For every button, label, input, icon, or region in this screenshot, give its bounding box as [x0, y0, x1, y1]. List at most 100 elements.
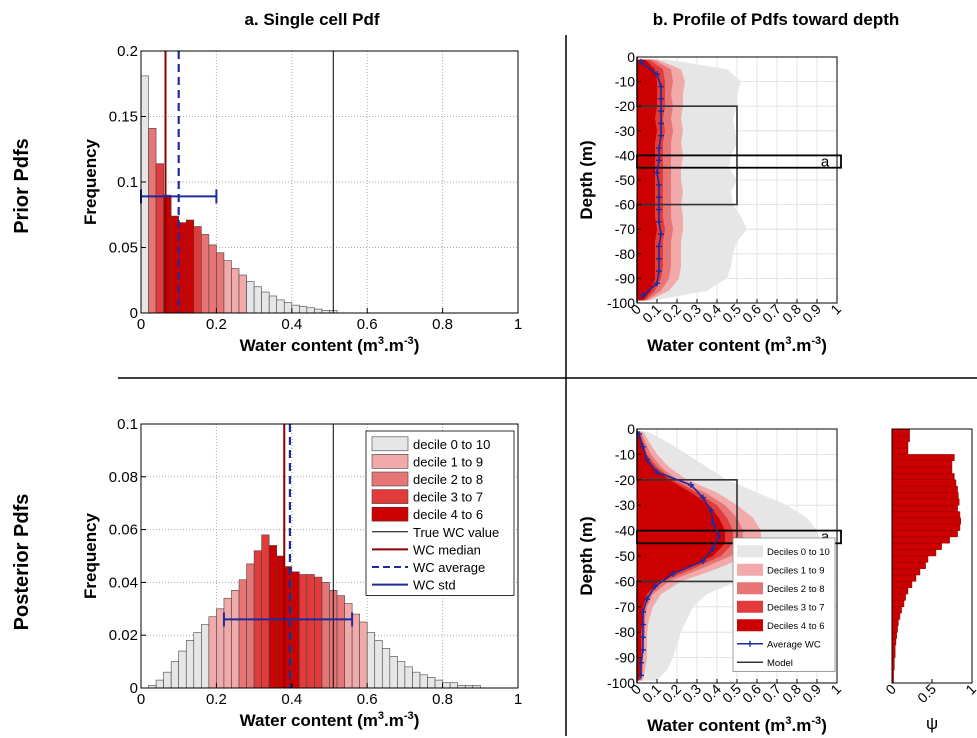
x-tick-label: 0.9 — [799, 681, 824, 706]
psi-bar — [891, 612, 901, 620]
psi-bar — [891, 606, 902, 614]
legend-label: decile 2 to 8 — [413, 472, 483, 487]
average-wc-marker — [644, 596, 650, 603]
histogram-bar — [246, 563, 255, 689]
y-tick-label: -10 — [615, 74, 635, 90]
y-axis-label: Frequency — [81, 138, 100, 225]
x-tick-label: 0 — [137, 691, 145, 708]
psi-bar — [891, 511, 961, 519]
psi-bar — [891, 549, 937, 557]
y-tick-label: -70 — [615, 221, 635, 237]
histogram-bar — [419, 674, 428, 689]
plot-frame — [140, 423, 519, 689]
average-wc-marker — [644, 456, 650, 463]
average-wc-marker — [656, 218, 662, 225]
posterior-profile-panel: a00.10.20.30.40.50.60.70.80.9 10-10-20-30… — [577, 421, 844, 735]
x-tick-label: 1 — [514, 316, 522, 333]
y-tick-label: 0.2 — [117, 43, 138, 60]
psi-bar — [891, 447, 909, 455]
histogram-bar — [170, 215, 180, 314]
histogram-bar — [404, 666, 413, 689]
psi-bar — [891, 536, 950, 544]
average-wc-marker — [716, 532, 722, 539]
histogram-bar — [155, 163, 164, 314]
average-wc-marker — [658, 231, 664, 238]
histogram-bar — [291, 571, 300, 689]
prior-profile-panel: a00.10.20.30.40.50.60.70.80.9 10-10-20-30… — [577, 49, 844, 355]
psi-bar — [891, 562, 926, 569]
psi-bar — [891, 587, 909, 595]
histogram-bar — [291, 304, 300, 314]
legend-marker — [747, 640, 753, 647]
y-tick-label: 0 — [627, 49, 635, 65]
psi-bar — [891, 517, 962, 525]
legend-swatch — [737, 600, 763, 613]
y-tick-label: 0.1 — [117, 416, 138, 433]
y-tick-label: 0.05 — [109, 240, 138, 257]
histogram-bar — [201, 624, 210, 689]
y-tick-label: -60 — [615, 573, 635, 589]
average-wc-marker — [656, 157, 662, 164]
psi-bar — [891, 454, 955, 461]
x-tick-label: 0 — [137, 316, 145, 333]
histogram-bar — [442, 682, 451, 689]
y-tick-label: -90 — [615, 270, 635, 286]
legend-label: True WC value — [413, 525, 499, 540]
histogram-bar — [231, 590, 240, 689]
histogram-bar — [216, 252, 225, 314]
cell-box-label: a — [821, 529, 830, 546]
x-tick-label: 0.6 — [357, 316, 378, 333]
histogram-bar — [374, 640, 383, 689]
histogram-bar — [336, 595, 345, 689]
average-wc-marker — [654, 280, 660, 287]
average-wc-marker — [640, 292, 646, 299]
histogram-bar — [434, 679, 443, 689]
average-wc-marker — [658, 108, 664, 115]
histogram-bar — [238, 579, 247, 689]
histogram-bar — [216, 608, 225, 689]
psi-bar — [891, 581, 913, 588]
x-tick-label: 0.8 — [432, 691, 453, 708]
histogram-bar — [314, 576, 323, 689]
y-tick-label: 0 — [130, 305, 138, 322]
histogram-bar — [185, 640, 195, 689]
psi-bar — [891, 498, 960, 506]
y-tick-label: 0.06 — [109, 522, 138, 539]
y-tick-label: 0.15 — [109, 109, 138, 126]
histogram-bar — [253, 286, 262, 314]
histogram-bar — [359, 621, 368, 689]
legend-label: decile 4 to 6 — [413, 507, 483, 522]
histogram-bar — [306, 574, 315, 689]
legend-swatch — [737, 582, 763, 595]
x-axis-label: ψ — [926, 714, 938, 733]
y-tick-label: 0.02 — [109, 627, 138, 644]
histogram-bar — [261, 291, 270, 314]
histogram-bar — [148, 127, 157, 314]
average-wc-marker — [700, 558, 706, 565]
average-wc-marker — [688, 481, 694, 488]
x-tick-label: 0.5 — [914, 681, 939, 706]
histogram-bar — [246, 281, 255, 314]
x-axis-label: Water content (m3.m-3) — [647, 335, 827, 355]
average-wc-marker — [656, 206, 662, 213]
average-wc-marker — [708, 507, 714, 514]
psi-bar — [891, 632, 897, 639]
column-title-b: b. Profile of Pdfs toward depth — [653, 10, 900, 29]
histogram-bar — [351, 613, 360, 689]
average-wc-marker — [654, 71, 660, 78]
y-tick-label: -50 — [615, 172, 635, 188]
y-axis-label: Frequency — [81, 512, 100, 599]
y-tick-label: -20 — [615, 98, 635, 114]
histogram-bar — [201, 234, 210, 314]
psi-bar — [891, 555, 929, 563]
x-axis-label: Water content (m3.m-3) — [240, 335, 420, 355]
psi-bar — [891, 574, 917, 582]
average-wc-marker — [658, 120, 664, 127]
psi-bar — [891, 460, 953, 468]
psi-bar — [891, 600, 905, 608]
average-wc-marker — [656, 194, 662, 201]
histogram-bar — [366, 632, 376, 689]
legend-label: Average WC — [767, 639, 821, 650]
histogram-bar — [306, 307, 315, 314]
histogram-bar — [223, 597, 232, 689]
